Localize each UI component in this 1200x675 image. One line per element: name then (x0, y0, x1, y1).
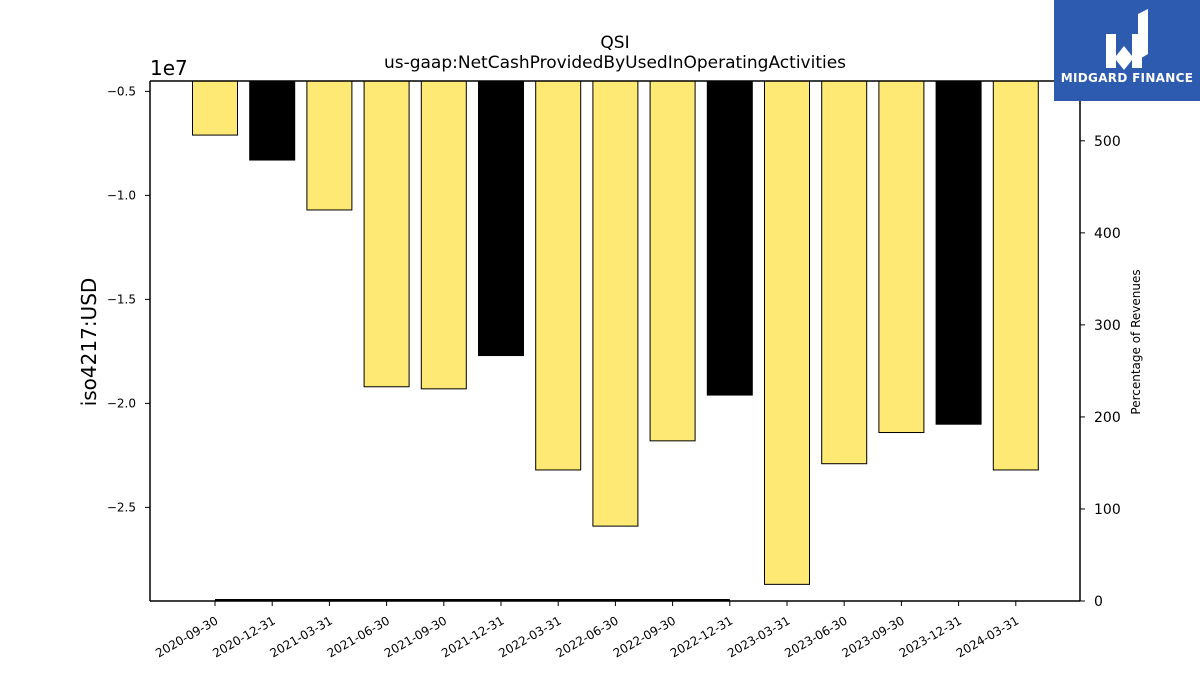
y2-tick-label: 400 (1094, 226, 1121, 242)
bar (420, 80, 467, 390)
x-tick-label: 2021-06-30 (325, 613, 392, 660)
x-tick-label: 2022-09-30 (611, 613, 678, 660)
x-tick-label: 2020-12-31 (210, 613, 277, 660)
bar (592, 80, 639, 527)
chart-subtitle: us-gaap:NetCashProvidedByUsedInOperating… (384, 53, 846, 73)
bar (706, 80, 753, 396)
x-tick-label: 2024-03-31 (954, 613, 1021, 660)
x-tick-label: 2022-06-30 (553, 613, 620, 660)
x-tick-label: 2023-06-30 (782, 613, 849, 660)
bars-layer (192, 80, 1039, 601)
chart-title: QSI (600, 33, 629, 53)
x-tick-label: 2023-12-31 (897, 613, 964, 660)
bar (363, 80, 410, 388)
x-tick-label: 2020-09-30 (153, 613, 220, 660)
x-tick-label: 2021-03-31 (267, 613, 334, 660)
bar (821, 80, 868, 465)
y-offset-label: 1e7 (150, 56, 188, 80)
bar (878, 80, 925, 434)
x-tick-label: 2022-12-31 (668, 613, 735, 660)
bar (478, 80, 524, 357)
bar (192, 80, 238, 136)
x-tick-label: 2021-12-31 (439, 613, 506, 660)
y2-tick-label: 500 (1094, 134, 1121, 150)
x-tick-label: 2023-03-31 (725, 613, 792, 660)
y-tick-label: −0.5 (107, 84, 136, 98)
bar (935, 80, 982, 425)
bar (535, 80, 582, 471)
y2-tick-label: 100 (1094, 502, 1121, 518)
x-tick-label: 2022-03-31 (496, 613, 563, 660)
y-axis-label: iso4217:USD (77, 278, 101, 407)
bar (249, 80, 296, 161)
y-tick-label: −1.5 (107, 292, 136, 306)
bar (306, 80, 353, 211)
y2-axis-label: Percentage of Revenues (1129, 269, 1143, 414)
logo-mark-icon (1106, 9, 1148, 70)
y2-tick-label: 200 (1094, 410, 1121, 426)
bar (764, 80, 810, 585)
bar (649, 80, 696, 442)
y2-tick-label: 0 (1094, 594, 1103, 610)
y-tick-label: −1.0 (107, 188, 136, 202)
x-tick-label: 2023-09-30 (839, 613, 906, 660)
y-tick-label: −2.0 (107, 396, 136, 410)
x-tick-label: 2021-09-30 (382, 613, 449, 660)
y2-tick-label: 300 (1094, 318, 1121, 334)
bar (992, 80, 1039, 471)
y-tick-label: −2.5 (107, 500, 136, 514)
logo-text: MIDGARD FINANCE (1060, 71, 1194, 85)
midgard-finance-logo: MIDGARD FINANCE (1054, 0, 1200, 101)
